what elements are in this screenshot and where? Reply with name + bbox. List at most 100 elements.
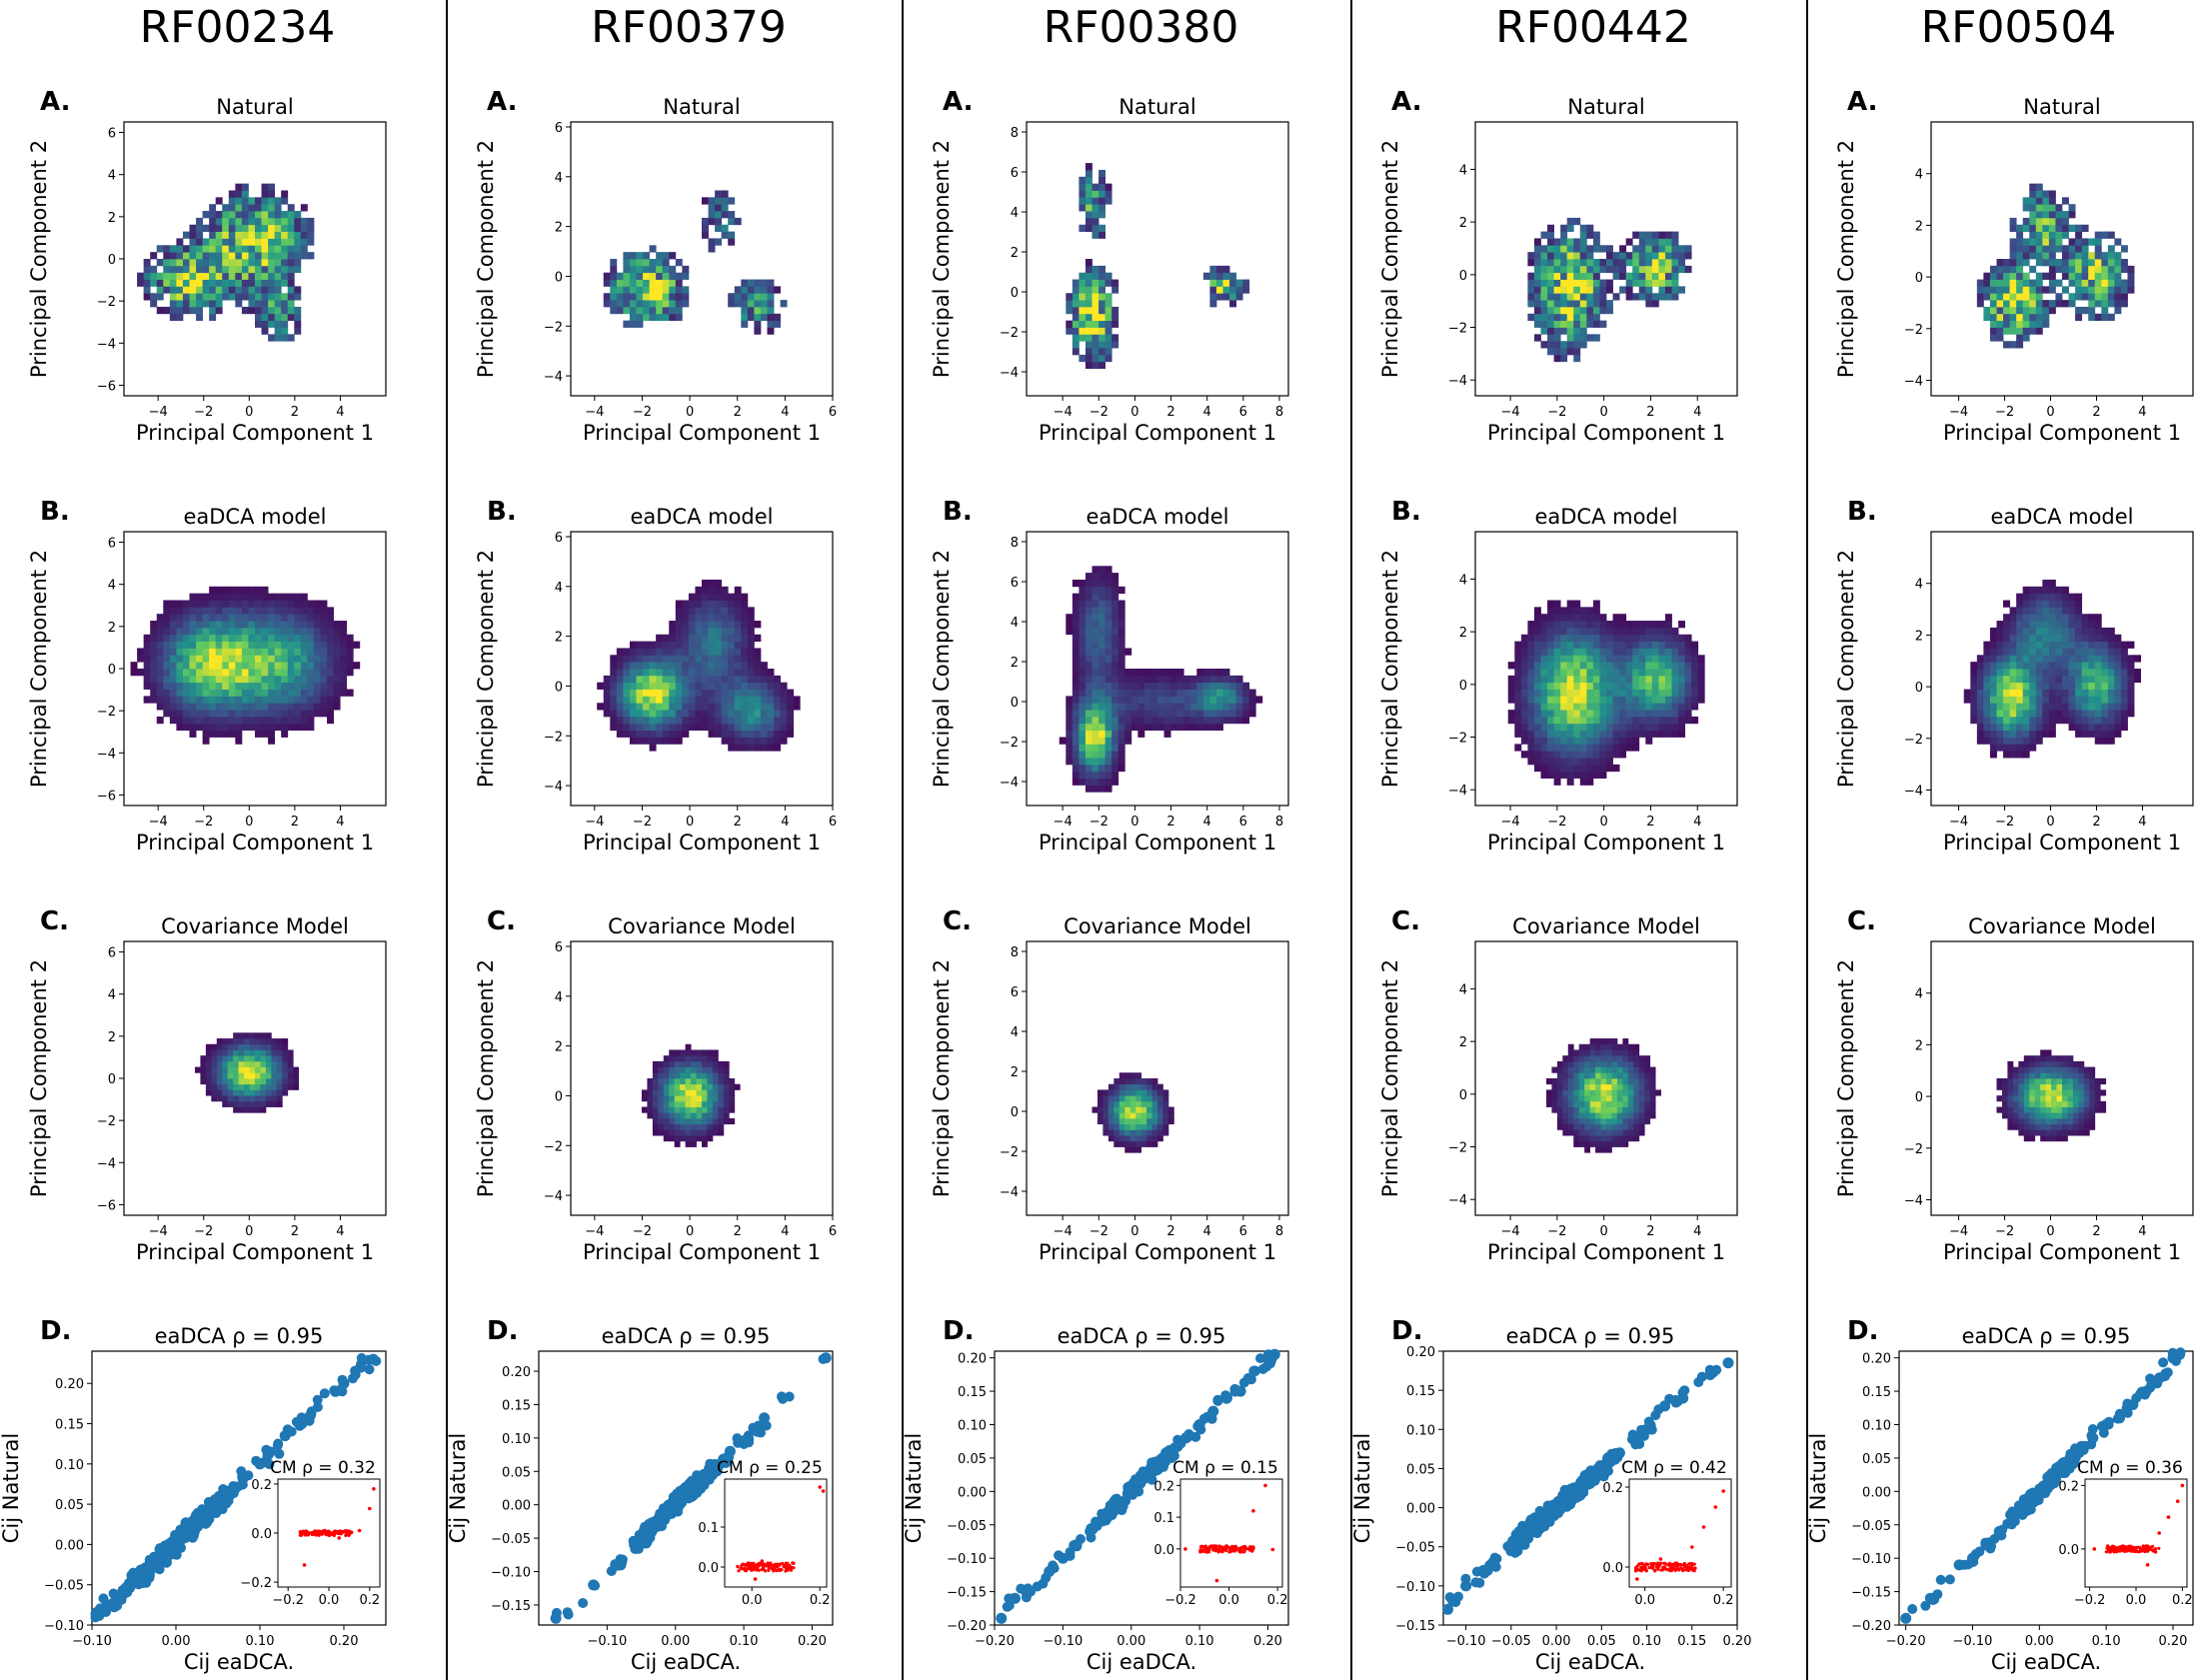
inset-point (2145, 1547, 2150, 1551)
scatter-point (1586, 1470, 1598, 1482)
y-tick-label: 0.05 (55, 1498, 84, 1513)
x-tick-label: −4 (149, 815, 168, 830)
y-tick-label: 0.20 (1862, 1352, 1891, 1367)
x-tick-label: 8 (1275, 1224, 1283, 1239)
x-tick-label: 6 (1239, 815, 1247, 830)
y-tick-label: 2 (1459, 216, 1467, 231)
scatter-point (2007, 1512, 2019, 1524)
panel-title: Natural (663, 95, 740, 119)
inset-x-tick-label: 0.0 (742, 1593, 763, 1608)
panel-title: Natural (216, 95, 293, 119)
inset-point (2180, 1483, 2185, 1488)
inset-point (2134, 1546, 2138, 1550)
y-tick-label: 2 (1011, 246, 1019, 261)
x-tick-label: 4 (336, 815, 344, 830)
x-tick-label: −2 (1090, 1224, 1108, 1239)
inset-point (1214, 1578, 1219, 1583)
x-tick-label: −4 (1501, 1224, 1520, 1239)
y-tick-label: −2 (544, 1139, 563, 1154)
y-tick-label: 6 (1011, 166, 1019, 181)
scatter-point (1152, 1459, 1164, 1471)
ticks: −4 −2 0 2 4 −4 −2 0 2 4 (1904, 168, 2147, 420)
panel-letter: B. (943, 497, 973, 527)
y-tick-label: −2 (1000, 326, 1019, 341)
panel-letter: B. (1847, 497, 1877, 527)
scatter-points (550, 1352, 832, 1624)
pca-panel-eadca: B. eaDCA model −4 −2 0 2 4 6 −4 −2 0 2 4 6 Principal C… (474, 497, 837, 854)
panel-title: eaDCA model (1086, 505, 1228, 529)
y-tick-label: 0.10 (55, 1458, 84, 1473)
scatter-point (656, 1512, 668, 1524)
panel-letter: C. (40, 906, 69, 936)
x-tick-label: 4 (2138, 1224, 2146, 1239)
inset-y-tick-label: 0.0 (2058, 1543, 2079, 1558)
y-tick-label: −0.15 (491, 1599, 531, 1614)
x-tick-label: 0 (1130, 815, 1138, 830)
ticks: −4 −2 0 2 4 −6 −4 −2 0 2 4 6 (97, 127, 345, 420)
x-axis-label: Principal Component 1 (1039, 421, 1276, 445)
y-tick-label: 2 (555, 1040, 563, 1055)
x-tick-label: 4 (1203, 815, 1211, 830)
y-tick-label: −0.05 (947, 1519, 987, 1534)
scatter-points (1442, 1357, 1734, 1615)
ticks: −4 −2 0 2 4 6 −4 −2 0 2 4 6 (544, 531, 837, 830)
scatter-point (670, 1499, 682, 1511)
inset-y-tick-label: 0.0 (698, 1561, 719, 1576)
y-tick-label: 2 (555, 221, 563, 236)
scatter-point (738, 1435, 750, 1447)
x-axis-label: Cij eaDCA. (1991, 1650, 2101, 1674)
scatter-point (220, 1488, 232, 1500)
y-tick-label: 0.20 (1406, 1345, 1435, 1360)
x-tick-label: −4 (1054, 815, 1073, 830)
pca-panel-eadca: B. eaDCA model−4 −2 0 2 4 6 8−4−202468Principal… (930, 497, 1289, 854)
inset-point (1226, 1546, 1231, 1550)
inset-x-tick-label: −0.2 (1164, 1593, 1196, 1608)
scatter-point (2073, 1445, 2085, 1457)
y-axis-label: Principal Component 2 (930, 140, 954, 378)
y-tick-label: 0.05 (1406, 1462, 1435, 1477)
scatter-point (711, 1460, 723, 1472)
y-tick-label: 0 (1915, 271, 1923, 286)
inset-panel: CM ρ = 0.42 0.0 0.2 0.0 0.2 (1602, 1458, 1733, 1608)
inset-point (1701, 1525, 1706, 1529)
inset-title: CM ρ = 0.42 (1621, 1458, 1727, 1478)
panel-letter: D. (40, 1316, 71, 1346)
inset-point (753, 1577, 758, 1581)
panel-title: Covariance Model (608, 914, 796, 938)
x-tick-label: 8 (1275, 815, 1283, 830)
inset-y-tick-label: 0.2 (1153, 1479, 1174, 1494)
axes-frame (1474, 940, 1738, 1216)
panel-title: Covariance Model (1512, 914, 1700, 938)
y-axis-label: Cij Natural (446, 1433, 470, 1543)
x-tick-label: −0.20 (1886, 1634, 1926, 1649)
x-tick-label: 0 (1600, 815, 1608, 830)
y-axis-label: Principal Component 2 (1834, 550, 1858, 788)
inset-point (347, 1532, 352, 1536)
inset-y-tick-label: 0.2 (1602, 1481, 1623, 1496)
scatter-point (1967, 1552, 1978, 1564)
ticks: −4 −2 0 2 4 −4 −2 0 2 4 (1448, 163, 1702, 420)
inset-point (1635, 1577, 1639, 1581)
x-tick-label: 0 (2046, 405, 2054, 420)
x-tick-label: 0 (686, 815, 694, 830)
x-tick-label: −2 (194, 405, 213, 420)
inset-point (327, 1530, 331, 1534)
inset-y-tick-label: 0.0 (1602, 1561, 1623, 1576)
y-tick-label: −2 (97, 705, 116, 720)
inset-y-tick-label: 0.1 (698, 1521, 719, 1536)
x-tick-label: −0.10 (1953, 1634, 1993, 1649)
y-tick-label: 6 (108, 537, 116, 552)
scatter-point (1900, 1612, 1912, 1624)
panel-letter: D. (1391, 1316, 1422, 1346)
x-tick-label: 0.20 (330, 1634, 359, 1649)
inset-point (337, 1536, 342, 1540)
y-tick-label: 0 (1459, 679, 1467, 694)
ticks: −4 −2 0 2 4 −4 −2 0 2 4 (1904, 987, 2147, 1239)
x-tick-label: 2 (1166, 405, 1174, 420)
x-tick-label: 4 (336, 405, 344, 420)
scatter-point (162, 1547, 174, 1558)
x-tick-label: −2 (1547, 1224, 1566, 1239)
x-tick-label: 0 (2046, 815, 2054, 830)
x-tick-label: 4 (336, 1224, 344, 1239)
